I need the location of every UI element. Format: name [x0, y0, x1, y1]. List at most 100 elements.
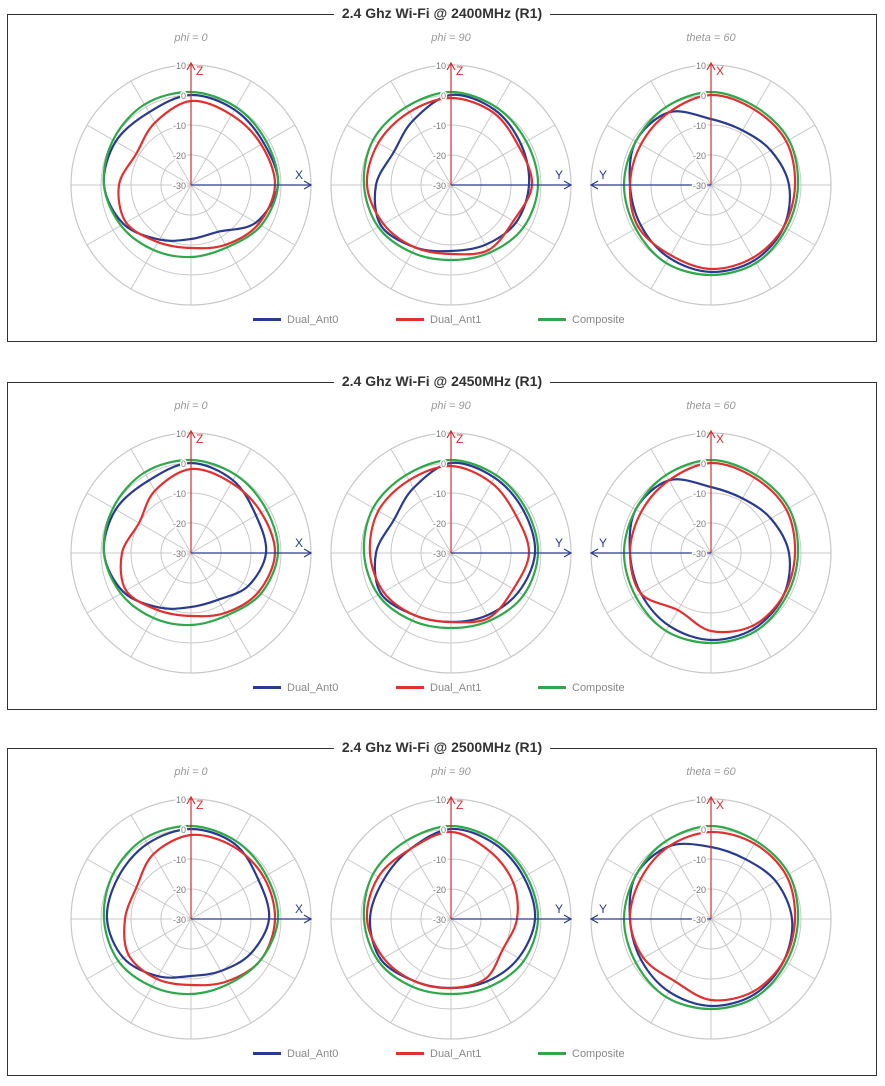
radial-tick-label: -20 — [693, 519, 706, 529]
legend-item: Dual_Ant0 — [253, 312, 338, 328]
grid-spoke — [450, 858, 556, 920]
radial-tick-label: 10 — [176, 429, 186, 439]
radial-tick-label-halo: -20 — [693, 885, 706, 895]
axis-up-arrowhead — [706, 429, 716, 439]
axis-side-arrowhead — [303, 914, 313, 924]
radial-tick-label: -30 — [693, 181, 706, 191]
radial-tick-label: -30 — [693, 915, 706, 925]
grid-spoke — [390, 814, 452, 920]
polar-charts-svg: phi = 0 Z X 10 10 0 0 -10 -10 -20 -20 -30 -30 phi = 9… — [70, 32, 832, 306]
radial-tick-label-halo: -10 — [693, 489, 706, 499]
axis-side-arrowhead — [563, 180, 573, 190]
radial-tick-label: -20 — [173, 519, 186, 529]
radial-tick-label-halo: 0 — [441, 825, 446, 835]
radial-tick-label-halo: -30 — [433, 549, 446, 559]
legend-item: Composite — [538, 680, 625, 696]
grid-spoke — [130, 918, 192, 1024]
radial-tick-label: -30 — [433, 181, 446, 191]
series-curve — [119, 467, 277, 618]
grid-spoke — [450, 918, 512, 1024]
grid-spoke — [650, 552, 712, 658]
grid-spoke — [190, 184, 252, 290]
series-curve — [368, 464, 531, 624]
radial-tick-label: -10 — [433, 489, 446, 499]
radial-tick-label-halo: -20 — [433, 519, 446, 529]
grid-spoke — [190, 448, 252, 554]
radial-tick-label: 0 — [701, 459, 706, 469]
grid-spoke — [190, 918, 296, 980]
radial-tick-label-halo: 10 — [696, 61, 706, 71]
axis-side-label: X — [295, 536, 303, 550]
grid-spoke — [130, 814, 192, 920]
grid-spoke — [390, 552, 452, 658]
grid-spoke — [130, 448, 192, 554]
legend-item: Dual_Ant0 — [253, 680, 338, 696]
grid-spoke — [710, 552, 772, 658]
radial-tick-label-halo: 0 — [181, 91, 186, 101]
radial-tick-label: 10 — [436, 429, 446, 439]
axis-up-label: Z — [456, 64, 463, 78]
radial-tick-label: 0 — [701, 91, 706, 101]
subplot-title: theta = 60 — [686, 32, 736, 44]
subplot-title: phi = 90 — [430, 32, 471, 44]
series-curve — [622, 458, 800, 645]
polar-charts-svg: phi = 0 Z X 10 10 0 0 -10 -10 -20 -20 -30 -30 phi = 9… — [70, 400, 832, 674]
legend: Dual_Ant0 Dual_Ant1 Composite — [8, 1046, 876, 1062]
radial-tick-label-halo: -10 — [693, 121, 706, 131]
radial-tick-label-halo: -20 — [693, 519, 706, 529]
legend-label: Dual_Ant0 — [287, 314, 339, 326]
radial-tick-label: -10 — [693, 855, 706, 865]
radial-tick-label-halo: -10 — [693, 855, 706, 865]
radial-tick-label: 10 — [696, 61, 706, 71]
grid-spoke — [450, 552, 556, 614]
radial-tick-label-halo: 10 — [696, 429, 706, 439]
radial-tick-label: -30 — [433, 549, 446, 559]
radial-tick-label: -20 — [693, 151, 706, 161]
grid-spoke — [606, 184, 712, 246]
axis-side-arrowhead — [563, 914, 573, 924]
grid-spoke — [86, 552, 192, 614]
axis-side-label: Y — [555, 168, 563, 182]
axis-up-label: Z — [196, 432, 203, 446]
grid-spoke — [450, 448, 512, 554]
radial-tick-label-halo: -10 — [173, 121, 186, 131]
legend-swatch — [253, 685, 281, 689]
grid-spoke — [390, 918, 452, 1024]
grid-spoke — [650, 80, 712, 186]
legend-label: Dual_Ant0 — [287, 1048, 339, 1060]
radial-tick-label-halo: 10 — [436, 429, 446, 439]
axis-up-label: Z — [196, 64, 203, 78]
radial-tick-label-halo: -20 — [693, 151, 706, 161]
radial-tick-label-halo: 10 — [696, 795, 706, 805]
legend-item: Dual_Ant0 — [253, 1046, 338, 1062]
axis-up-label: Z — [456, 798, 463, 812]
grid-spoke — [86, 858, 192, 920]
grid-spoke — [450, 184, 556, 246]
axis-up-label: X — [716, 798, 724, 812]
radial-tick-label-halo: -30 — [433, 915, 446, 925]
grid-spoke — [190, 858, 296, 920]
series-curve — [622, 90, 800, 277]
subplot-title: theta = 60 — [686, 400, 736, 412]
legend-item: Composite — [538, 1046, 625, 1062]
legend-swatch — [538, 1051, 566, 1055]
grid-spoke — [450, 184, 512, 290]
legend-swatch — [396, 685, 424, 689]
radial-tick-label: -20 — [693, 885, 706, 895]
grid-spoke — [606, 124, 712, 186]
radial-tick-label-halo: -20 — [433, 151, 446, 161]
radial-tick-label: -20 — [173, 151, 186, 161]
legend-item: Dual_Ant1 — [396, 680, 481, 696]
grid-spoke — [190, 184, 296, 246]
radial-tick-label: 10 — [436, 795, 446, 805]
series-curve — [102, 824, 280, 996]
radial-tick-label-halo: -10 — [433, 121, 446, 131]
legend: Dual_Ant0 Dual_Ant1 Composite — [8, 312, 876, 328]
axis-side-label: X — [295, 168, 303, 182]
legend-item: Dual_Ant1 — [396, 312, 481, 328]
radial-tick-label: -30 — [173, 915, 186, 925]
